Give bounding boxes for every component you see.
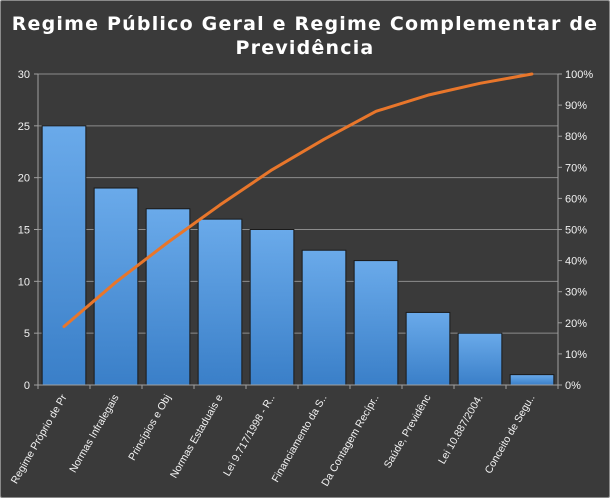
x-category-label: Normas Infralegais: [67, 393, 121, 475]
chart-title-line-2: Previdência: [236, 37, 375, 59]
x-category-label: Conceito de Segu..: [483, 393, 538, 476]
y-left-tick-label: 0: [24, 380, 30, 392]
bar: [301, 249, 347, 386]
bar-series: [41, 125, 555, 386]
y-right-tick-label: 40%: [565, 256, 587, 268]
bar: [249, 229, 295, 386]
y-right-tick-label: 10%: [565, 349, 587, 361]
y-axis-left-ticks: 0 5 10 15 20 25 30: [18, 69, 30, 392]
bar: [509, 374, 555, 386]
y-right-tick-label: 70%: [565, 162, 587, 174]
y-right-tick-label: 60%: [565, 193, 587, 205]
x-category-label: Regime Próprio de Pr: [9, 392, 70, 486]
y-right-tick-label: 30%: [565, 287, 587, 299]
x-category-label: Lei 9.717/1998 - R..: [221, 393, 278, 479]
bar: [145, 208, 191, 386]
bar: [353, 260, 399, 386]
x-category-label: Princípios e Obj: [126, 393, 173, 463]
y-right-tick-label: 100%: [565, 69, 593, 81]
y-right-tick-label: 50%: [565, 225, 587, 237]
x-category-label: Normas Estaduais e: [168, 392, 226, 480]
x-category-label: Da Contagem Recípr..: [319, 393, 381, 489]
bar: [41, 125, 87, 386]
y-left-tick-label: 15: [18, 225, 30, 237]
x-category-label: Saúde, Previdênc: [382, 393, 434, 471]
chart-title-line-1: Regime Público Geral e Regime Complement…: [12, 13, 599, 35]
cumulative-line: [62, 72, 534, 329]
y-right-tick-label: 0%: [565, 380, 581, 392]
y-axis-right-ticks: 0% 10% 20% 30% 40% 50% 60% 70% 80% 90% 100%: [565, 69, 593, 392]
x-category-label: Lei 10.887/2004.: [436, 393, 486, 467]
bar: [405, 311, 451, 386]
y-left-tick-label: 5: [24, 328, 30, 340]
y-left-tick-label: 10: [18, 276, 30, 288]
y-left-tick-label: 30: [18, 69, 30, 81]
axes: [34, 73, 562, 389]
y-left-tick-label: 20: [18, 173, 30, 185]
bar: [197, 218, 243, 386]
bar: [93, 187, 139, 386]
y-left-tick-label: 25: [18, 121, 30, 133]
y-right-tick-label: 90%: [565, 100, 587, 112]
y-right-tick-label: 20%: [565, 318, 587, 330]
y-right-tick-label: 80%: [565, 131, 587, 143]
bar: [457, 332, 503, 386]
cumulative-line-series: [62, 72, 534, 329]
x-category-label: Financiamento da S..: [270, 393, 330, 485]
